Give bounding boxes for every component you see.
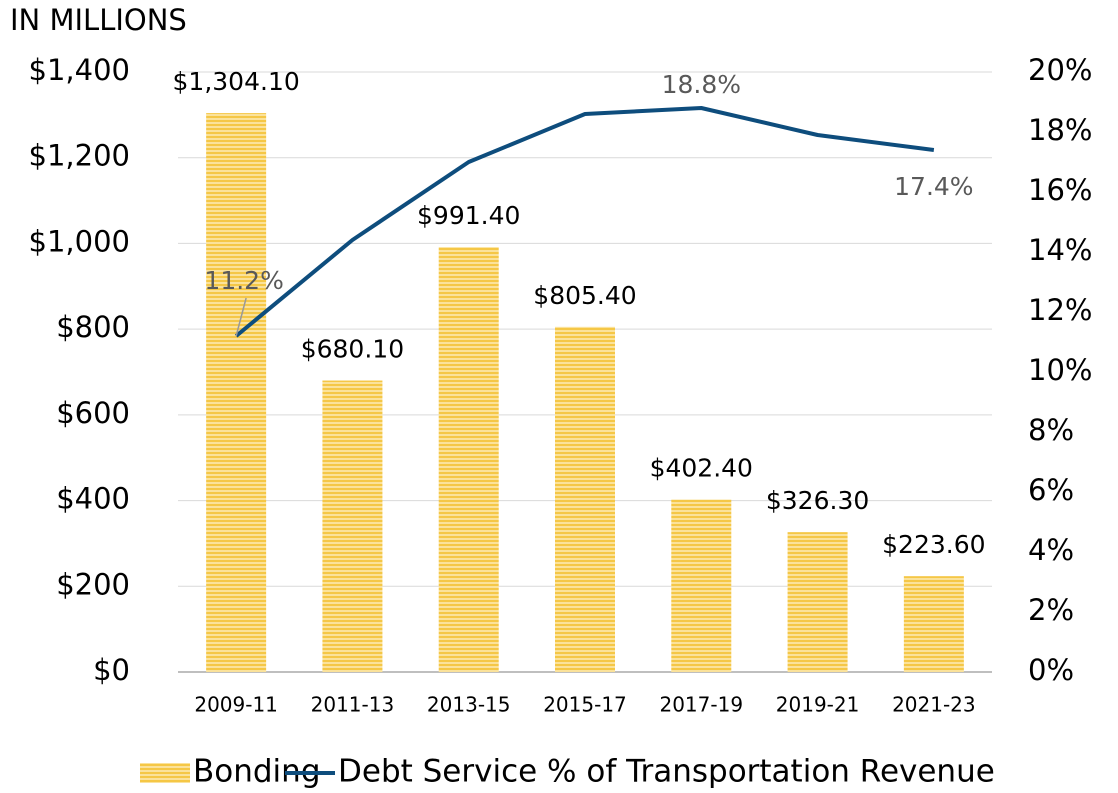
y2-tick-label: 4% [1028, 533, 1074, 567]
x-tick-label: 2019-21 [776, 693, 860, 717]
y2-tick-label: 6% [1028, 473, 1074, 507]
data-label: 18.8% [662, 70, 741, 99]
bar [555, 326, 615, 672]
y2-tick-label: 20% [1028, 53, 1092, 87]
data-label: $326.30 [766, 486, 869, 515]
data-label: $1,304.10 [173, 67, 300, 96]
y-tick-label: $600 [56, 396, 130, 430]
bar [787, 532, 848, 672]
y-tick-label: $1,200 [29, 139, 130, 173]
bar [206, 113, 267, 673]
x-tick-label: 2013-15 [427, 693, 511, 717]
data-label: $680.10 [301, 335, 404, 364]
bar [322, 380, 383, 672]
data-label: $805.40 [533, 281, 636, 310]
y2-tick-label: 16% [1028, 173, 1092, 207]
data-label: $223.60 [882, 530, 985, 559]
y2-tick-label: 2% [1028, 593, 1074, 627]
y2-tick-label: 0% [1028, 653, 1074, 687]
y2-tick-label: 8% [1028, 413, 1074, 447]
y2-tick-label: 12% [1028, 293, 1092, 327]
data-label: 17.4% [894, 172, 973, 201]
axis-label: IN MILLIONS [10, 3, 187, 37]
y-tick-label: $400 [56, 482, 130, 516]
y2-tick-label: 18% [1028, 113, 1092, 147]
x-tick-label: 2009-11 [194, 693, 278, 717]
data-label: 11.2% [204, 266, 283, 295]
x-tick-label: 2011-13 [311, 693, 395, 717]
y-tick-label: $800 [56, 310, 130, 344]
line [234, 106, 935, 338]
legend-label: Debt Service % of Transportation Revenue [338, 754, 995, 790]
y2-tick-label: 14% [1028, 233, 1092, 267]
x-tick-label: 2017-19 [659, 693, 743, 717]
leader-line [235, 297, 247, 337]
y2-tick-label: 10% [1028, 353, 1092, 387]
data-label: $402.40 [650, 454, 753, 483]
x-tick-label: 2021-23 [892, 693, 976, 717]
bar [438, 247, 499, 672]
y-tick-label: $0 [93, 653, 130, 687]
bar [903, 576, 964, 672]
y-tick-label: $1,400 [29, 53, 130, 87]
y-tick-label: $1,000 [29, 224, 130, 258]
bar [671, 499, 732, 672]
y-tick-label: $200 [56, 567, 130, 601]
legend-swatch [140, 763, 190, 783]
data-label: $991.40 [417, 201, 520, 230]
x-tick-label: 2015-17 [543, 693, 627, 717]
